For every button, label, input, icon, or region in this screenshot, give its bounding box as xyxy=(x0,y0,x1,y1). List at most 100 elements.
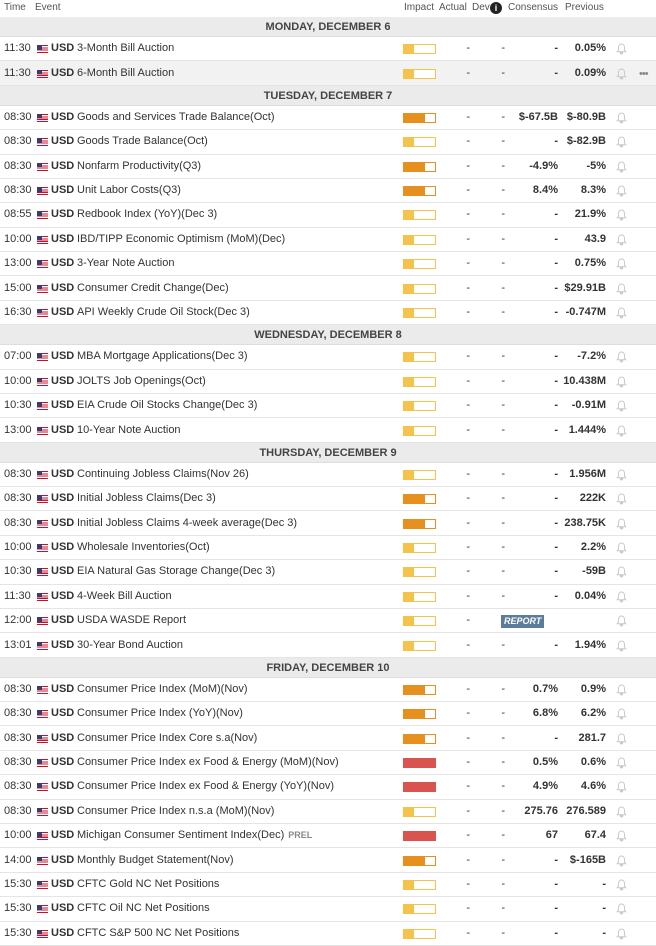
column-header: Actual xyxy=(439,2,467,13)
us-flag xyxy=(37,685,48,694)
cell-prev: -0.91M xyxy=(571,399,606,412)
cell-prev: 1.956M xyxy=(569,467,606,480)
impact-bar xyxy=(403,684,436,695)
us-flag xyxy=(37,69,48,78)
impact-bar xyxy=(403,259,436,270)
event-row xyxy=(0,179,656,204)
cell-dev: - xyxy=(501,281,505,294)
impact-fill xyxy=(404,880,415,889)
alert-bell[interactable] xyxy=(616,757,627,769)
alert-bell[interactable] xyxy=(616,424,627,437)
event-row xyxy=(0,824,656,849)
alert-bell[interactable] xyxy=(616,591,627,603)
us-flag xyxy=(37,402,48,411)
impact-fill xyxy=(404,519,425,528)
alert-bell[interactable] xyxy=(616,351,627,363)
alert-bell[interactable] xyxy=(616,566,627,578)
flag-canton xyxy=(37,113,42,119)
alert-bell[interactable] xyxy=(616,684,627,696)
alert-bell[interactable] xyxy=(616,161,627,173)
alert-bell[interactable] xyxy=(616,43,627,55)
us-flag xyxy=(37,759,48,768)
flag-canton xyxy=(37,685,42,691)
cell-dev: - xyxy=(501,374,505,387)
alert-bell[interactable] xyxy=(616,640,627,652)
cell-actual: - xyxy=(466,305,470,318)
cell-dev: - xyxy=(501,926,505,939)
day-header: WEDNESDAY, DECEMBER 8 xyxy=(0,325,656,346)
more-menu[interactable]: ••• xyxy=(639,67,649,80)
cell-cons: - xyxy=(554,374,558,387)
alert-bell[interactable] xyxy=(616,307,627,319)
us-flag xyxy=(37,45,48,54)
event-row xyxy=(0,370,656,394)
alert-bell[interactable] xyxy=(616,542,627,554)
alert-bell[interactable] xyxy=(616,830,627,842)
currency: USD xyxy=(51,804,75,817)
alert-bell[interactable] xyxy=(616,615,627,627)
flag-canton xyxy=(37,710,42,715)
alert-bell[interactable] xyxy=(616,855,627,867)
us-flag xyxy=(37,641,48,650)
alert-bell[interactable] xyxy=(616,400,627,412)
event-row xyxy=(0,37,656,62)
info-icon[interactable]: i xyxy=(490,2,502,14)
alert-bell[interactable] xyxy=(616,185,627,197)
cell-dev: - xyxy=(501,305,505,318)
alert-bell[interactable] xyxy=(616,928,627,940)
day-header: TUESDAY, DECEMBER 7 xyxy=(0,85,656,106)
cell-actual: - xyxy=(466,829,470,842)
us-flag xyxy=(37,138,48,147)
cell-cons: 275.76 xyxy=(524,804,558,817)
us-flag xyxy=(37,905,48,914)
cell-cons: - xyxy=(554,467,558,480)
cell-prev: -7.2% xyxy=(577,350,606,363)
cell-cons: - xyxy=(554,399,558,412)
column-header: Impact xyxy=(404,2,435,13)
cell-cons: - xyxy=(554,135,558,148)
alert-bell[interactable] xyxy=(616,469,627,481)
currency: USD xyxy=(51,66,75,79)
cell-prev: 8.3% xyxy=(580,184,606,197)
alert-bell[interactable] xyxy=(616,493,627,505)
cell-dev: - xyxy=(501,804,505,817)
flag-canton xyxy=(37,617,42,622)
alert-bell[interactable] xyxy=(616,283,627,295)
cell-cons: - xyxy=(554,257,558,270)
alert-bell[interactable] xyxy=(616,136,627,148)
alert-bell[interactable] xyxy=(616,903,627,915)
alert-bell[interactable] xyxy=(616,806,627,818)
cell-actual: - xyxy=(466,877,470,890)
impact-bar xyxy=(403,112,436,123)
alert-bell[interactable] xyxy=(616,708,627,720)
alert-bell[interactable] xyxy=(616,258,627,270)
alert-bell[interactable] xyxy=(616,518,627,530)
report-badge[interactable]: REPORT xyxy=(501,614,545,628)
cell-dev: - xyxy=(501,565,505,578)
cell-actual: - xyxy=(466,589,470,602)
alert-bell[interactable] xyxy=(616,376,627,388)
cell-actual: - xyxy=(466,232,470,245)
us-flag xyxy=(37,592,48,601)
time: 15:30 xyxy=(4,902,32,915)
alert-bell[interactable] xyxy=(616,781,627,793)
us-flag xyxy=(37,856,48,865)
alert-bell[interactable] xyxy=(616,112,627,124)
flag-canton xyxy=(37,929,42,935)
flag-canton xyxy=(37,162,42,168)
alert-bell[interactable] xyxy=(616,209,627,221)
currency: USD xyxy=(51,492,75,505)
flag-canton xyxy=(37,138,42,143)
alert-bell[interactable] xyxy=(616,733,627,745)
alert-bell[interactable] xyxy=(616,68,627,80)
alert-bell[interactable] xyxy=(616,234,627,246)
alert-bell[interactable] xyxy=(616,879,627,891)
cell-actual: - xyxy=(466,707,470,720)
impact-fill xyxy=(404,641,415,650)
time: 08:30 xyxy=(4,159,32,172)
cell-dev: - xyxy=(501,135,505,148)
column-header: Consensus xyxy=(508,2,559,13)
cell-actual: - xyxy=(466,374,470,387)
cell-actual: - xyxy=(466,804,470,817)
impact-bar xyxy=(403,782,436,793)
